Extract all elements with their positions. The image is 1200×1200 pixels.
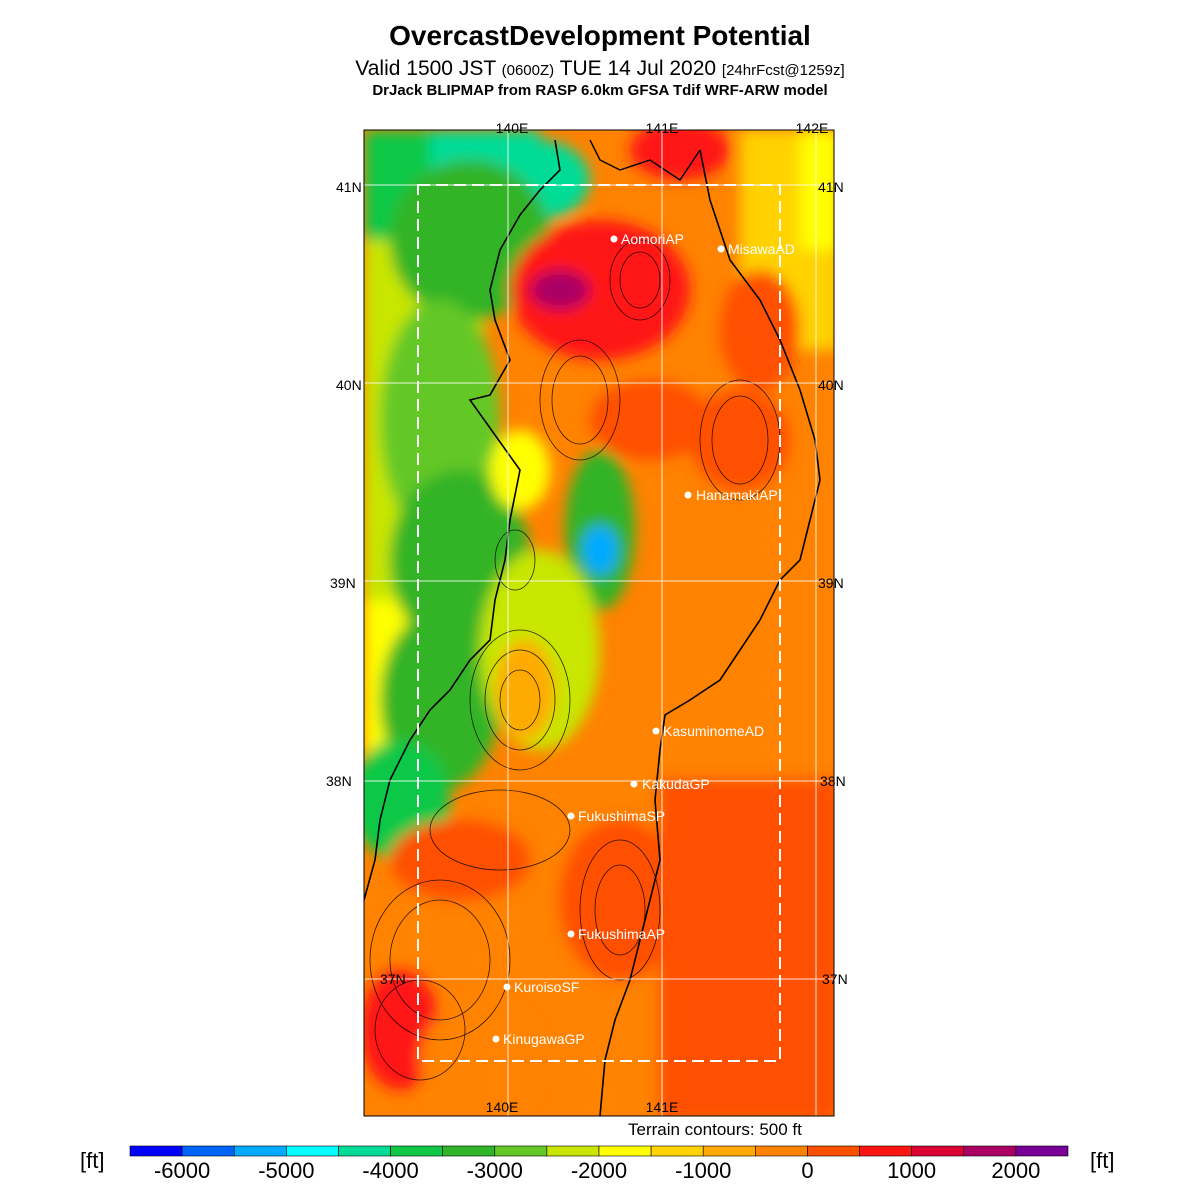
lat-label: 38N — [326, 773, 352, 789]
station-label: KuroisoSF — [514, 979, 579, 995]
colorbar-swatch — [546, 1145, 600, 1157]
valid-time-line: Valid 1500 JST (0600Z) TUE 14 Jul 2020 [… — [0, 57, 1200, 81]
station-label: MisawaAD — [728, 241, 795, 257]
station-marker — [567, 930, 575, 938]
colorbar-tick-label: -5000 — [258, 1158, 315, 1183]
colorbar-swatch — [390, 1145, 443, 1157]
model-line: DrJack BLIPMAP from RASP 6.0km GFSA Tdif… — [372, 82, 828, 99]
map-frame — [363, 129, 835, 1117]
colorbar-swatch — [911, 1145, 965, 1157]
chart-title: OvercastDevelopment Potential — [389, 20, 811, 51]
lon-label: 140E — [486, 1099, 519, 1115]
colorbar-unit-left: [ft] — [80, 1148, 105, 1173]
colorbar-unit-right: [ft] — [1090, 1148, 1115, 1173]
station-label: FukushimaAP — [578, 926, 665, 942]
station-label: KakudaGP — [642, 776, 710, 792]
colorbar-swatch — [442, 1145, 496, 1157]
colorbar-swatch — [859, 1145, 912, 1157]
colorbar-tick-label: -6000 — [153, 1158, 211, 1183]
valid-utc: (0600Z) — [501, 62, 555, 79]
colorbar-swatch — [755, 1145, 808, 1157]
colorbar-swatch — [181, 1145, 235, 1157]
colorbar-swatch — [494, 1145, 548, 1157]
colorbar-swatch — [963, 1145, 1017, 1157]
domain-box — [417, 184, 781, 1062]
terrain-note: Terrain contours: 500 ft — [628, 1120, 802, 1139]
valid-prefix: Valid 1500 JST — [355, 57, 496, 80]
colorbar-swatch — [598, 1145, 652, 1157]
value-field — [364, 130, 834, 1116]
lon-label: 141E — [646, 120, 679, 136]
colorbar-tick-label: -4000 — [362, 1158, 419, 1183]
station-label: AomoriAP — [621, 231, 684, 247]
coastline — [364, 139, 561, 901]
lat-label: 39N — [818, 575, 844, 591]
mutsu-bay — [589, 139, 701, 181]
lat-label: 40N — [818, 377, 844, 393]
colorbar — [129, 1145, 1069, 1157]
colorbar-swatch — [650, 1145, 704, 1157]
colorbar-swatch — [702, 1145, 756, 1157]
lon-label: 142E — [796, 120, 829, 136]
colorbar-swatch — [233, 1145, 287, 1157]
station-marker — [492, 1035, 500, 1043]
lat-label: 40N — [336, 377, 362, 393]
lon-label: 141E — [646, 1099, 679, 1115]
colorbar-tick-label: -1000 — [675, 1158, 732, 1183]
colorbar-swatch — [338, 1145, 391, 1157]
station-marker — [717, 245, 725, 253]
colorbar-tick-label: 1000 — [887, 1158, 937, 1183]
lat-label: 41N — [818, 179, 844, 195]
station-label: KasuminomeAD — [663, 723, 764, 739]
graticule — [364, 130, 834, 1116]
station-marker — [652, 727, 660, 735]
colorbar-tick-label: -2000 — [570, 1158, 628, 1183]
colorbar-tick-label: -3000 — [466, 1158, 523, 1183]
station-marker — [567, 812, 575, 820]
station-marker — [684, 491, 692, 499]
colorbar-swatch — [286, 1145, 339, 1157]
valid-date: TUE 14 Jul 2020 — [559, 57, 717, 80]
station-label: KinugawaGP — [503, 1031, 585, 1047]
colorbar-swatch — [129, 1145, 183, 1157]
colorbar-tick-label: 0 — [801, 1158, 814, 1183]
station-marker — [630, 780, 638, 788]
colorbar-swatch — [1015, 1145, 1069, 1157]
forecast-info: [24hrFcst@1259z] — [721, 62, 845, 79]
lat-label: 39N — [330, 575, 356, 591]
station-label: FukushimaSP — [578, 808, 665, 824]
colorbar-swatch — [807, 1145, 860, 1157]
lat-label: 38N — [820, 773, 846, 789]
station-marker — [503, 983, 511, 991]
lon-label: 140E — [496, 120, 529, 136]
coastline-east — [599, 149, 821, 1116]
station-label: HanamakiAP — [696, 487, 778, 503]
colorbar-tick-label: 2000 — [991, 1158, 1041, 1183]
lat-label: 37N — [822, 971, 848, 987]
lat-label: 37N — [380, 971, 406, 987]
lat-label: 41N — [336, 179, 362, 195]
station-marker — [610, 235, 618, 243]
